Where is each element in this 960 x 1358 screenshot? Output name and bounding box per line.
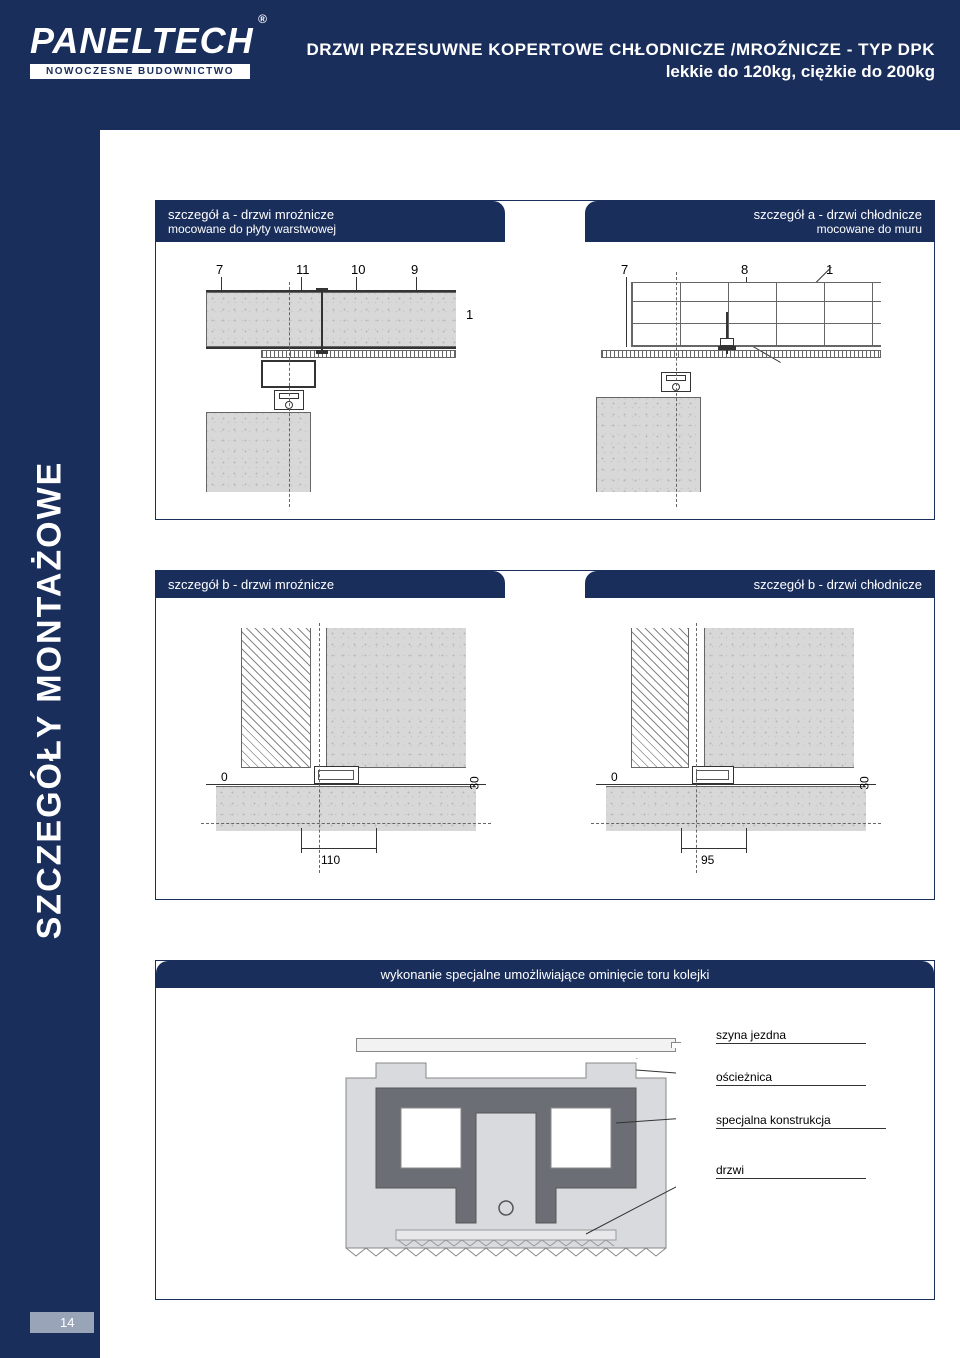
panel-b-left-title: szczegół b - drzwi mroźnicze [156, 571, 505, 598]
brand-tagline: NOWOCZESNE BUDOWNICTWO [30, 64, 250, 79]
callout-7: 7 [216, 262, 223, 277]
callout-8r: 8 [741, 262, 748, 277]
callout-7r: 7 [621, 262, 628, 277]
content-area: szczegół a - drzwi mroźnicze mocowane do… [100, 130, 960, 1358]
title-line-1: DRZWI PRZESUWNE KOPERTOWE CHŁODNICZE /MR… [306, 40, 935, 60]
callout-9: 9 [411, 262, 418, 277]
door-cross-section [336, 1028, 676, 1278]
page-number: 14 [30, 1312, 94, 1333]
label-special: specjalna konstrukcja [716, 1113, 886, 1129]
panel-a-drawing: 7 11 10 9 1 [156, 242, 934, 512]
panel-a-left-title: szczegół a - drzwi mroźnicze mocowane do… [156, 201, 505, 242]
dim-30-left: 30 [468, 776, 482, 789]
dim-95: 95 [701, 853, 714, 867]
brand-name: PANELTECH® [30, 20, 250, 62]
panel-a-header-row: szczegół a - drzwi mroźnicze mocowane do… [156, 201, 934, 242]
callout-1: 1 [466, 307, 473, 322]
detail-a-left: 7 11 10 9 1 [176, 242, 526, 512]
callout-10: 10 [351, 262, 365, 277]
dim-30-right: 30 [858, 776, 872, 789]
dim-zero-left: 0 [221, 770, 228, 784]
panel-a-right-title: szczegół a - drzwi chłodnicze mocowane d… [585, 201, 934, 242]
detail-b-left: 0 30 110 [196, 628, 516, 878]
panel-detail-b: szczegół b - drzwi mroźnicze szczegół b … [155, 570, 935, 900]
label-rail: szyna jezdna [716, 1028, 866, 1044]
label-door: drzwi [716, 1163, 866, 1179]
door-svg [336, 1058, 676, 1288]
panel-special: wykonanie specjalne umożliwiające ominię… [155, 960, 935, 1300]
sidebar-title: SZCZEGÓŁY MONTAŻOWE [31, 461, 70, 940]
panel-detail-a: szczegół a - drzwi mroźnicze mocowane do… [155, 200, 935, 520]
detail-a-right: 7 8 1 [566, 242, 916, 512]
panel-c-drawing: szyna jezdna ościeżnica specjalna konstr… [156, 988, 934, 1296]
page-title: DRZWI PRZESUWNE KOPERTOWE CHŁODNICZE /MR… [306, 40, 935, 82]
label-frame: ościeżnica [716, 1070, 866, 1086]
panel-c-title: wykonanie specjalne umożliwiające ominię… [156, 961, 934, 988]
panel-b-right-title: szczegół b - drzwi chłodnicze [585, 571, 934, 598]
title-line-2: lekkie do 120kg, ciężkie do 200kg [306, 62, 935, 82]
panel-b-header-row: szczegół b - drzwi mroźnicze szczegół b … [156, 571, 934, 598]
callout-11: 11 [296, 262, 310, 277]
brand-logo: PANELTECH® NOWOCZESNE BUDOWNICTWO [30, 20, 250, 79]
detail-b-right: 0 30 95 [586, 628, 906, 878]
sidebar: SZCZEGÓŁY MONTAŻOWE [0, 0, 100, 1358]
dim-zero-right: 0 [611, 770, 618, 784]
dim-110: 110 [321, 853, 340, 867]
panel-b-drawing: 0 30 110 0 30 [156, 598, 934, 893]
